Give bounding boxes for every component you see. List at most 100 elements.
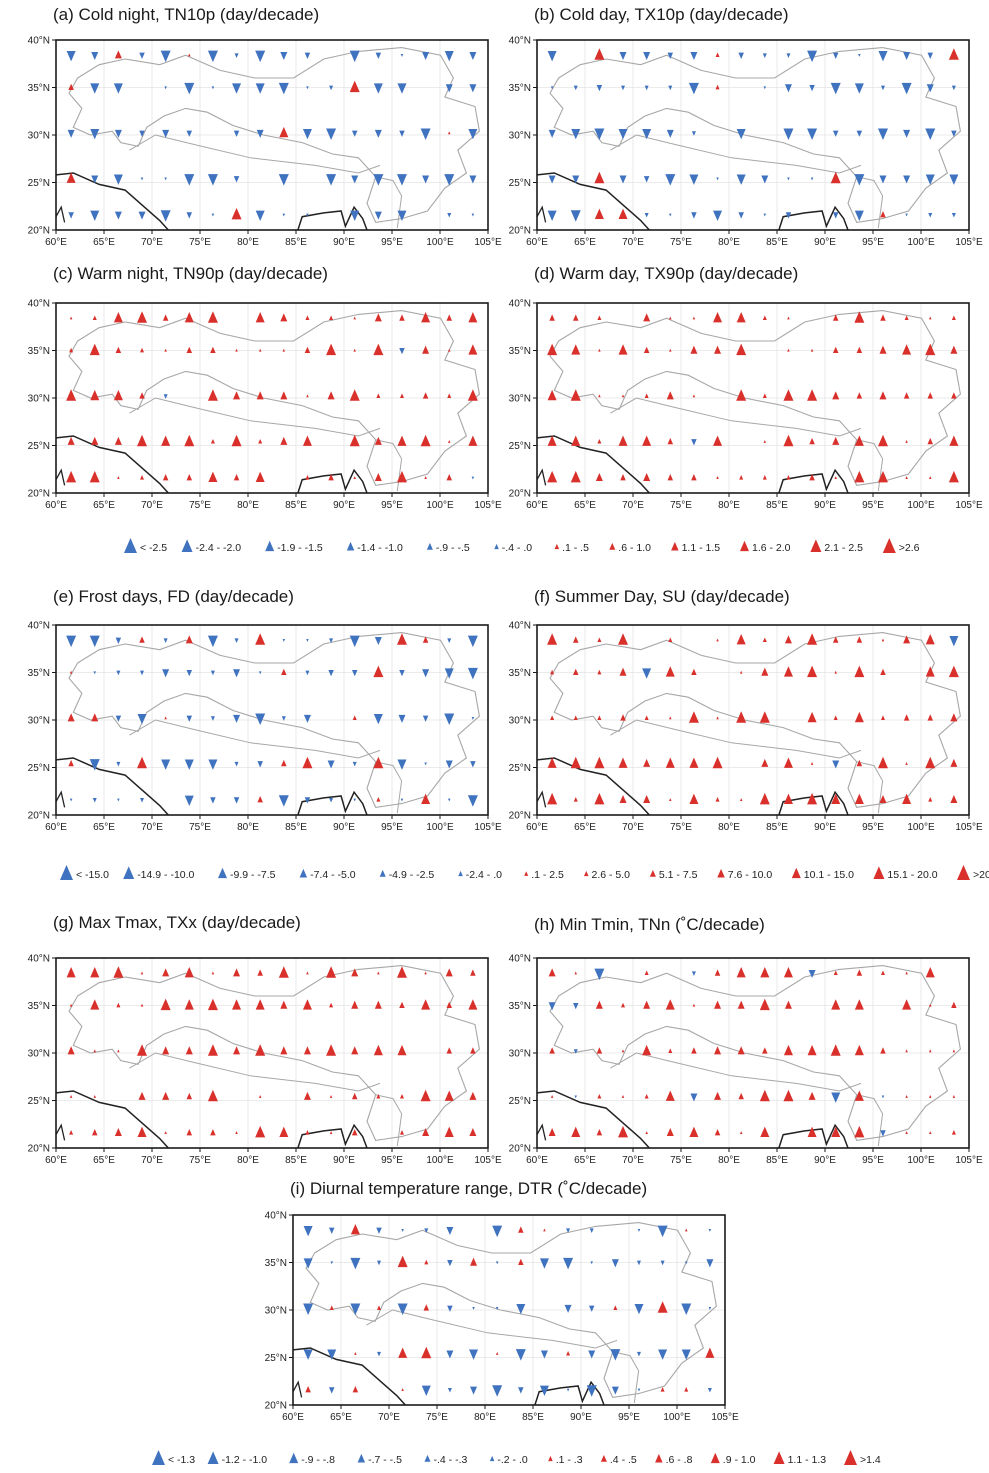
increase-triangle-marker [902, 344, 912, 355]
increase-triangle-marker [642, 435, 652, 446]
decrease-triangle-marker [786, 53, 791, 58]
decrease-triangle-marker [90, 128, 100, 140]
increase-triangle-marker [716, 476, 719, 479]
decrease-triangle-marker [161, 759, 171, 770]
lon-tick-label: 85°E [522, 1412, 544, 1423]
increase-triangle-marker [373, 756, 384, 769]
increase-triangle-marker [928, 316, 932, 320]
increase-triangle-marker [643, 794, 651, 804]
increase-triangle-marker [783, 1044, 793, 1056]
legend-label: >1.4 [860, 1454, 881, 1466]
internal-boundary [610, 719, 862, 759]
increase-triangle-marker [303, 1091, 311, 1100]
increase-triangle-marker [184, 434, 195, 447]
legend-label: 10.1 - 15.0 [804, 869, 854, 881]
increase-triangle-marker [162, 1046, 170, 1055]
legend-label: 2.1 - 2.5 [824, 542, 863, 554]
increase-triangle-marker [303, 1046, 311, 1055]
increase-triangle-marker [467, 389, 478, 401]
lat-tick-label: 25°N [509, 178, 531, 189]
decrease-triangle-marker [785, 212, 792, 219]
increase-triangle-marker [162, 1091, 170, 1100]
lat-tick-label: 25°N [28, 178, 50, 189]
increase-triangle-marker [469, 1127, 477, 1137]
lon-tick-label: 85°E [766, 237, 788, 248]
increase-triangle-marker [255, 471, 265, 482]
increase-triangle-marker [621, 394, 625, 398]
increase-triangle-marker [596, 1129, 603, 1136]
decrease-triangle-marker [234, 53, 239, 58]
lon-tick-label: 65°E [574, 822, 596, 833]
decrease-triangle-marker [467, 635, 478, 648]
lon-tick-label: 95°E [862, 500, 884, 511]
increase-triangle-marker [784, 635, 792, 644]
decrease-triangle-marker [184, 795, 194, 807]
decrease-triangle-marker [256, 129, 264, 138]
increase-triangle-marker [548, 1127, 556, 1137]
increase-triangle-marker [401, 1388, 404, 1391]
lon-tick-label: 80°E [474, 1412, 496, 1423]
increase-triangle-marker [373, 665, 384, 678]
decrease-triangle-marker [210, 716, 215, 721]
lon-tick-label: 75°E [670, 1155, 692, 1166]
increase-triangle-marker [950, 758, 958, 767]
lon-tick-label: 90°E [814, 237, 836, 248]
decrease-triangle-marker [548, 1002, 556, 1011]
lat-tick-label: 40°N [509, 36, 531, 47]
increase-triangle-marker [302, 435, 312, 446]
lat-tick-label: 35°N [509, 668, 531, 679]
lon-tick-label: 65°E [574, 500, 596, 511]
increase-triangle-marker [807, 665, 818, 678]
increase-triangle-marker [783, 434, 794, 447]
decrease-triangle-marker [903, 51, 911, 61]
decrease-triangle-marker [373, 713, 383, 725]
region-boundary [549, 47, 961, 224]
decrease-triangle-marker [400, 798, 404, 802]
decrease-triangle-marker [566, 1228, 571, 1233]
increase-triangle-marker [373, 343, 384, 356]
increase-triangle-marker [882, 538, 896, 553]
increase-triangle-marker [596, 1047, 603, 1054]
increase-triangle-marker [856, 759, 863, 767]
lon-tick-label: 95°E [381, 500, 403, 511]
legend-label: 1.1 - 1.3 [788, 1454, 827, 1466]
decrease-triangle-marker [644, 85, 649, 91]
increase-triangle-marker [873, 866, 885, 880]
increase-triangle-marker [140, 971, 144, 975]
increase-triangle-marker [761, 758, 769, 767]
decrease-triangle-marker [637, 1229, 641, 1232]
decrease-triangle-marker [642, 668, 652, 679]
decrease-triangle-marker [91, 175, 99, 184]
increase-triangle-marker [353, 348, 356, 352]
increase-triangle-marker [831, 999, 841, 1010]
decrease-triangle-marker [619, 175, 627, 184]
lon-tick-label: 95°E [381, 237, 403, 248]
panel-i: (i) Diurnal temperature range, DTR (˚C/d… [265, 1179, 739, 1423]
lat-tick-label: 30°N [28, 716, 50, 727]
increase-triangle-marker [422, 1127, 430, 1137]
increase-triangle-marker [282, 348, 286, 352]
lon-tick-label: 80°E [718, 237, 740, 248]
increase-triangle-marker [329, 1131, 333, 1134]
lat-tick-label: 20°N [28, 226, 50, 237]
increase-triangle-marker [903, 392, 910, 399]
decrease-triangle-marker [951, 85, 956, 91]
lon-tick-label: 85°E [766, 822, 788, 833]
decrease-triangle-marker [140, 670, 145, 676]
increase-triangle-marker [210, 438, 215, 444]
internal-boundary [856, 761, 884, 814]
decrease-triangle-marker [397, 759, 407, 770]
increase-triangle-marker [666, 391, 674, 400]
decrease-triangle-marker [736, 174, 746, 185]
decrease-triangle-marker [590, 1261, 593, 1265]
decrease-triangle-marker [690, 1093, 698, 1102]
internal-boundary [375, 761, 403, 814]
decrease-triangle-marker [643, 176, 650, 183]
decrease-triangle-marker [396, 174, 407, 186]
increase-triangle-marker [66, 389, 77, 401]
decrease-triangle-marker [467, 667, 478, 680]
increase-triangle-marker [689, 793, 699, 804]
increase-triangle-marker [759, 711, 770, 723]
decrease-triangle-marker [163, 638, 168, 643]
lat-tick-label: 35°N [509, 1001, 531, 1012]
